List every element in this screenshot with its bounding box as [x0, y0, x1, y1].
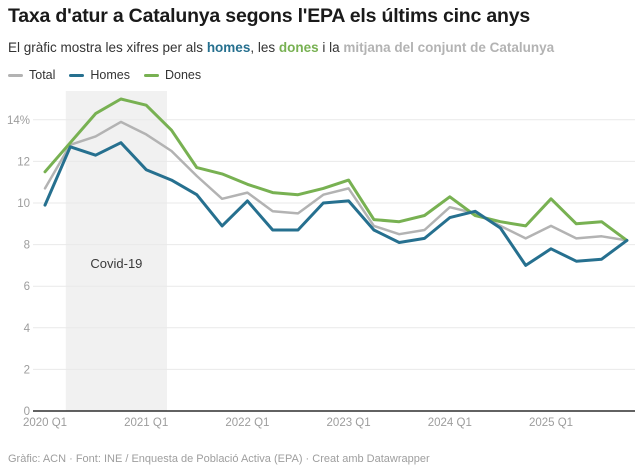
series-line-homes — [43, 141, 629, 267]
y-tick-label-2: 2 — [24, 364, 30, 376]
y-tick-label-10: 10 — [17, 198, 30, 210]
y-tick-label-14: 14% — [7, 115, 30, 127]
subtitle-prefix: El gràfic mostra les xifres per als — [8, 40, 207, 55]
homes-line-swatch-icon — [69, 73, 85, 77]
subtitle-sep2: i la — [318, 40, 344, 55]
legend-label-homes: Homes — [90, 68, 130, 82]
legend-item-dones: Dones — [144, 68, 201, 82]
covid-band-label: Covid-19 — [90, 256, 142, 271]
x-tick-label-2025-Q1: 2025 Q1 — [529, 417, 573, 429]
subtitle-dones-keyword: dones — [278, 40, 319, 55]
y-tick-label-4: 4 — [24, 323, 31, 335]
x-tick-label-2023-Q1: 2023 Q1 — [327, 417, 371, 429]
subtitle-homes-keyword: homes — [206, 40, 251, 55]
credit-line: Gràfic: ACN · Font: INE / Enquesta de Po… — [8, 453, 430, 465]
chart-legend: Total Homes Dones — [8, 68, 201, 82]
y-tick-label-0: 0 — [24, 406, 30, 418]
subtitle-total-keyword: mitjana del conjunt de Catalunya — [343, 40, 555, 55]
x-tick-label-2020-Q1: 2020 Q1 — [23, 417, 67, 429]
legend-item-homes: Homes — [69, 68, 130, 82]
legend-item-total: Total — [8, 68, 55, 82]
chart-title: Taxa d'atur a Catalunya segons l'EPA els… — [8, 5, 531, 27]
y-tick-label-12: 12 — [17, 156, 30, 168]
total-line-swatch-icon — [8, 73, 23, 77]
legend-label-dones: Dones — [165, 68, 202, 82]
x-tick-label-2022-Q1: 2022 Q1 — [225, 417, 269, 429]
subtitle-sep1: , les — [250, 40, 279, 55]
legend-label-total: Total — [29, 68, 56, 82]
dones-line-swatch-icon — [144, 73, 159, 77]
series-line-dones — [43, 97, 629, 242]
x-tick-label-2024-Q1: 2024 Q1 — [428, 417, 472, 429]
x-tick-label-2021-Q1: 2021 Q1 — [124, 417, 168, 429]
chart-subtitle: El gràfic mostra les xifres per als home… — [8, 40, 632, 55]
series-line-total — [43, 120, 629, 242]
line-chart: 0 2 4 6 8 10 12 14% Covid-19 2020 Q1 2021 Q1 2022 Q… — [7, 91, 635, 429]
y-tick-label-6: 6 — [24, 281, 30, 293]
y-tick-label-8: 8 — [24, 240, 30, 252]
